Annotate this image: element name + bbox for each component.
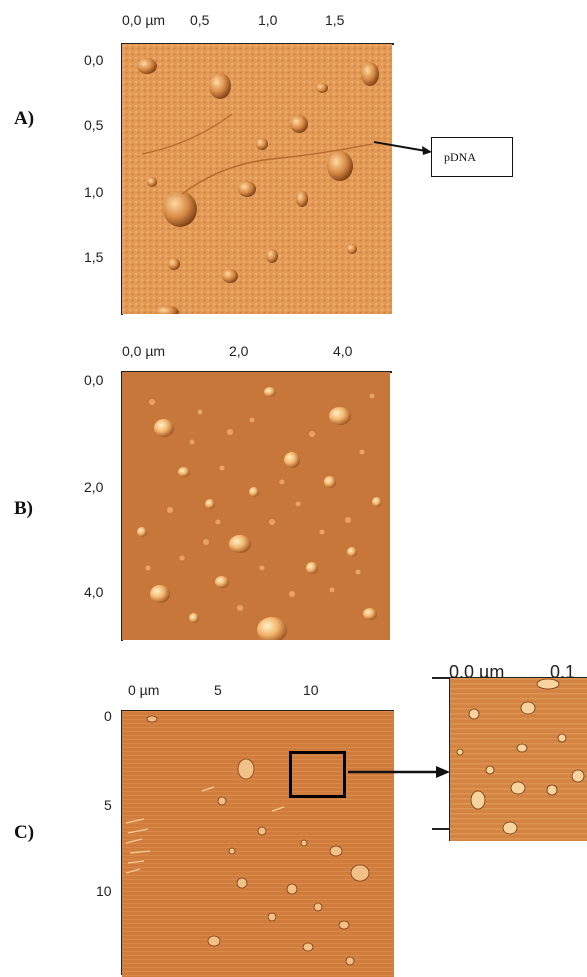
b-y-axis	[121, 371, 123, 641]
afm-image-b	[122, 372, 390, 640]
inset-x-axis	[449, 677, 587, 679]
a-y-tick-1: 0,5	[84, 117, 104, 133]
zoom-region-box	[289, 751, 346, 798]
b-y-tick-0: 0,0	[84, 372, 104, 388]
c-x-tick-1: 5	[214, 682, 222, 698]
a-y-tick-2: 1,0	[84, 184, 104, 200]
b-x-axis	[122, 371, 392, 373]
a-y-tick-0: 0,0	[84, 52, 104, 68]
a-y-tick-3: 1,5	[84, 249, 104, 265]
c-x-tick-2: 10	[303, 682, 319, 698]
pdna-callout: pDNA	[431, 137, 513, 177]
c-y-axis	[121, 710, 123, 975]
c-x-tick-0: 0 µm	[128, 682, 160, 698]
c-x-axis	[122, 710, 394, 712]
b-y-tick-2: 4,0	[84, 584, 104, 600]
b-x-tick-2: 4,0	[333, 343, 353, 359]
a-x-tick-1: 0,5	[190, 12, 210, 28]
panel-a-label: A)	[14, 108, 35, 129]
inset-y-axis	[449, 677, 451, 841]
a-y-axis	[121, 43, 123, 315]
a-x-tick-3: 1,5	[325, 12, 345, 28]
pdna-arrow	[373, 141, 432, 155]
afm-image-c	[122, 711, 394, 977]
afm-image-a	[122, 44, 392, 314]
a-x-tick-0: 0,0 µm	[122, 12, 166, 28]
inset-y-tick-bottom	[432, 828, 450, 830]
b-x-tick-1: 2,0	[229, 343, 249, 359]
zoom-arrow	[348, 766, 450, 778]
a-x-tick-2: 1,0	[258, 12, 278, 28]
b-y-tick-1: 2,0	[84, 479, 104, 495]
c-y-tick-0: 0	[104, 708, 112, 724]
afm-inset-image	[450, 678, 587, 841]
panel-c-label: C)	[14, 822, 35, 843]
inset-y-tick-top	[432, 677, 450, 679]
panel-b-label: B)	[14, 498, 33, 519]
a-x-axis	[122, 43, 394, 45]
c-y-tick-2: 10	[96, 883, 112, 899]
c-y-tick-1: 5	[104, 797, 112, 813]
b-x-tick-0: 0,0 µm	[122, 343, 166, 359]
